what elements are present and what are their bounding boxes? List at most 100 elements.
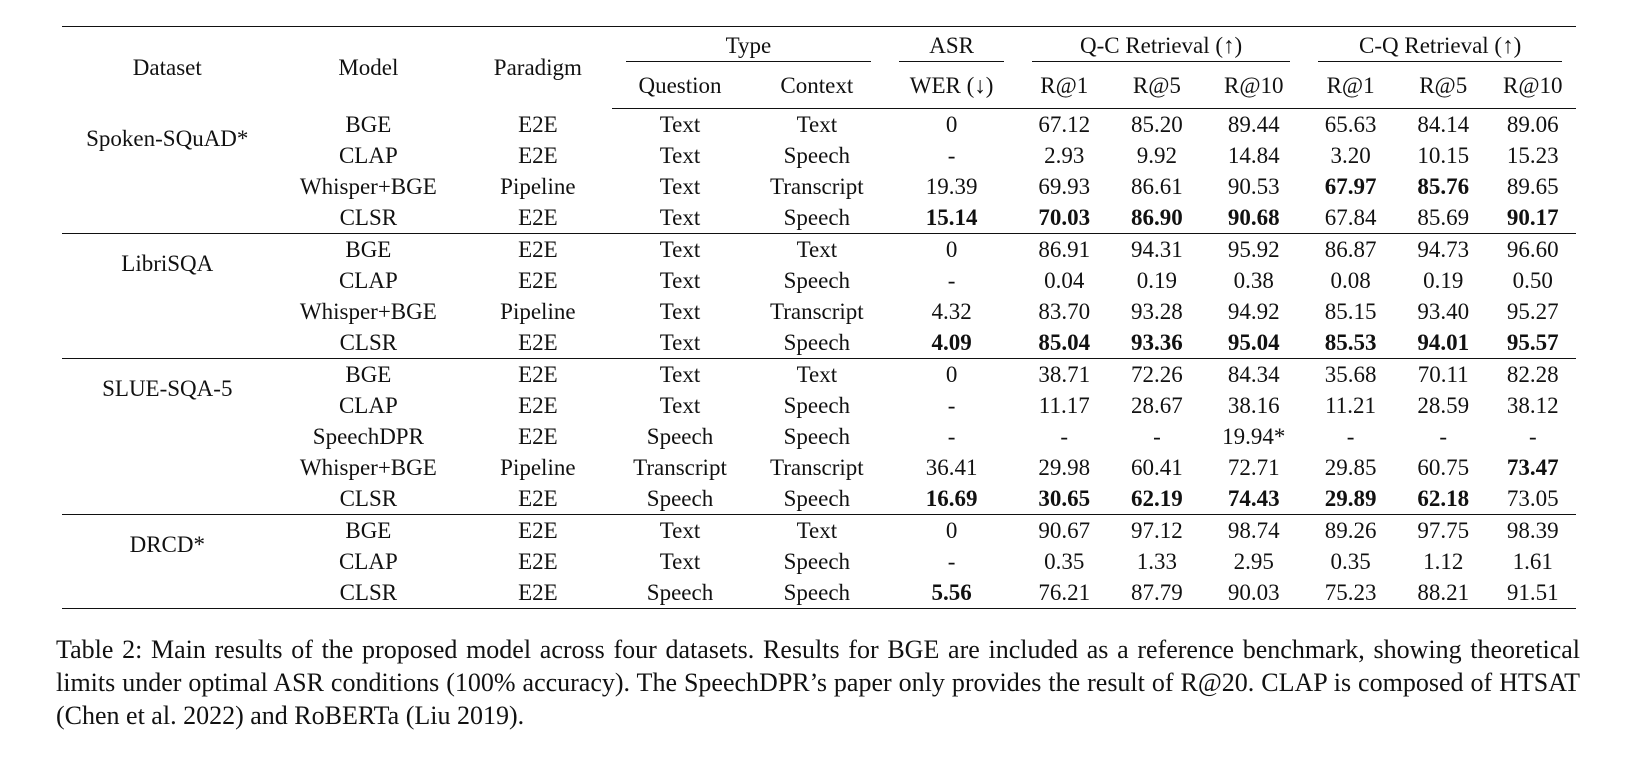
cq-r1-cell: 65.63 — [1324, 112, 1377, 137]
context-type-cell: Speech — [783, 268, 851, 293]
table-body: Spoken-SQuAD* BGE E2E Text Text 0 67.12 85.20 89… — [62, 109, 1576, 609]
qc-r1-cell: 2.93 — [1044, 143, 1085, 168]
question-type-cell: Transcript — [633, 455, 727, 480]
question-type-cell: Text — [659, 549, 701, 574]
qc-r5-cell: 0.19 — [1136, 268, 1178, 293]
cq-r5-cell: 84.14 — [1417, 112, 1470, 137]
table-row: Whisper+BGE Pipeline Transcript Transcript 3… — [62, 452, 1576, 483]
qc-r10-cell: 72.71 — [1227, 455, 1280, 480]
paradigm-cell: E2E — [518, 393, 558, 418]
table-row: SpeechDPR E2E Speech Speech - - - 19.94* - - - — [62, 421, 1576, 452]
qc-r1-cell: - — [1060, 424, 1069, 449]
dataset-cell: Spoken-SQuAD* — [86, 125, 249, 151]
cq-r10-cell: 95.57 — [1506, 330, 1559, 355]
model-cell: CLAP — [338, 268, 398, 293]
cq-r1-cell: 3.20 — [1330, 143, 1371, 168]
cq-r10-cell: 89.06 — [1506, 112, 1559, 137]
model-cell: CLAP — [338, 549, 398, 574]
qc-r1-cell: 0.35 — [1044, 549, 1085, 574]
wer-cell: - — [947, 393, 956, 418]
paradigm-cell: E2E — [518, 205, 558, 230]
context-type-cell: Transcript — [769, 174, 864, 199]
question-type-cell: Text — [659, 268, 701, 293]
qc-r10-cell: 95.92 — [1203, 233, 1305, 265]
paradigm-cell: E2E — [518, 549, 558, 574]
context-type-cell: Transcript — [769, 299, 864, 324]
table-row: DRCD* BGE E2E Text Text 0 90.67 97.12 98.74 89.26… — [62, 514, 1576, 609]
question-type-cell: Text — [659, 143, 701, 168]
wer-cell: 19.39 — [925, 174, 978, 199]
cq-r1-cell: 0.35 — [1330, 549, 1371, 574]
model-cell: CLAP — [338, 143, 398, 168]
header-question: Question — [611, 64, 749, 109]
table-caption: Table 2: Main results of the proposed mo… — [56, 635, 1580, 730]
context-type-cell: Transcript — [769, 455, 864, 480]
header-cq-r5: R@5 — [1396, 64, 1490, 109]
model-cell: CLSR — [272, 577, 465, 609]
qc-r10-cell: 90.53 — [1227, 174, 1280, 199]
paradigm-cell: Pipeline — [500, 299, 576, 324]
question-type-cell: Text — [659, 205, 701, 230]
model-cell: BGE — [345, 111, 392, 137]
table-row: CLAP E2E Text Speech - 11.17 28.67 38.16 11.21 28… — [62, 390, 1576, 421]
context-type-cell: Speech — [783, 143, 851, 168]
cq-r5-cell: 60.75 — [1417, 455, 1470, 480]
header-cq-retrieval: C-Q Retrieval (↑) — [1304, 26, 1576, 64]
cq-r1-cell: - — [1346, 424, 1355, 449]
header-qc-r5: R@5 — [1110, 64, 1204, 109]
paradigm-cell: E2E — [464, 577, 612, 609]
header-qc-r10: R@10 — [1203, 64, 1305, 109]
table-row: CLSR E2E Text Speech 15.14 70.03 86.90 90.68 67.… — [62, 202, 1576, 234]
qc-r1-cell: 76.21 — [1017, 577, 1111, 609]
qc-r10-cell: 74.43 — [1227, 486, 1280, 511]
qc-r5-cell: - — [1153, 424, 1161, 449]
paradigm-cell: E2E — [464, 233, 612, 265]
cq-r5-cell: 85.69 — [1417, 205, 1470, 230]
qc-r10-cell: 14.84 — [1227, 143, 1280, 168]
context-type-cell: Speech — [783, 330, 851, 355]
cq-r1-cell: 35.68 — [1304, 358, 1397, 390]
cq-r1-cell: 85.15 — [1324, 299, 1377, 324]
paradigm-cell: E2E — [464, 358, 612, 390]
question-type-cell: Speech — [646, 424, 714, 449]
qc-r1-cell: 30.65 — [1038, 486, 1091, 511]
table-row: CLAP E2E Text Speech - 0.04 0.19 0.38 0.08 0.19 0.… — [62, 265, 1576, 296]
qc-r1-cell: 90.67 — [1017, 514, 1111, 546]
cq-r5-cell: 88.21 — [1396, 577, 1490, 609]
wer-cell: 4.09 — [931, 330, 972, 355]
wer-cell: 0 — [885, 358, 1018, 390]
qc-r5-cell: 72.26 — [1110, 358, 1204, 390]
context-type-cell: Speech — [783, 424, 851, 449]
question-type-cell: Text — [659, 174, 701, 199]
cq-r5-cell: 93.40 — [1417, 299, 1470, 324]
qc-r10-cell: 19.94* — [1222, 424, 1286, 449]
model-cell: BGE — [272, 514, 465, 546]
wer-cell: 0 — [885, 233, 1018, 265]
table-row: Whisper+BGE Pipeline Text Transcript 4.32 83.… — [62, 296, 1576, 327]
context-type-cell: Speech — [783, 486, 851, 511]
cq-r1-cell: 89.26 — [1304, 514, 1397, 546]
model-cell: BGE — [272, 358, 465, 390]
header-type: Type — [611, 26, 886, 64]
qc-r5-cell: 97.12 — [1110, 514, 1204, 546]
model-cell: Whisper+BGE — [299, 455, 437, 480]
qc-r1-cell: 70.03 — [1038, 205, 1091, 230]
table-row: CLSR E2E Text Speech 4.09 85.04 93.36 95.04 85.5… — [62, 327, 1576, 359]
table-row: Spoken-SQuAD* BGE E2E Text Text 0 67.12 85.20 89… — [62, 109, 1576, 151]
header-model: Model — [272, 26, 465, 109]
qc-r5-cell: 86.90 — [1131, 205, 1183, 230]
header-wer: WER (↓) — [885, 64, 1018, 109]
paradigm-cell: Pipeline — [500, 455, 576, 480]
model-cell: CLAP — [338, 393, 398, 418]
context-type-cell: Speech — [783, 393, 851, 418]
cq-r10-cell: 95.27 — [1506, 299, 1559, 324]
qc-r5-cell: 93.36 — [1131, 330, 1183, 355]
header-paradigm: Paradigm — [464, 26, 612, 109]
cq-r10-cell: 98.39 — [1489, 514, 1576, 546]
model-cell: Whisper+BGE — [299, 174, 437, 199]
qc-r10-cell: 38.16 — [1227, 393, 1280, 418]
question-type-cell: Text — [659, 393, 701, 418]
wer-cell: - — [947, 549, 956, 574]
model-cell: CLSR — [339, 205, 398, 230]
cq-r5-cell: 70.11 — [1396, 358, 1490, 390]
